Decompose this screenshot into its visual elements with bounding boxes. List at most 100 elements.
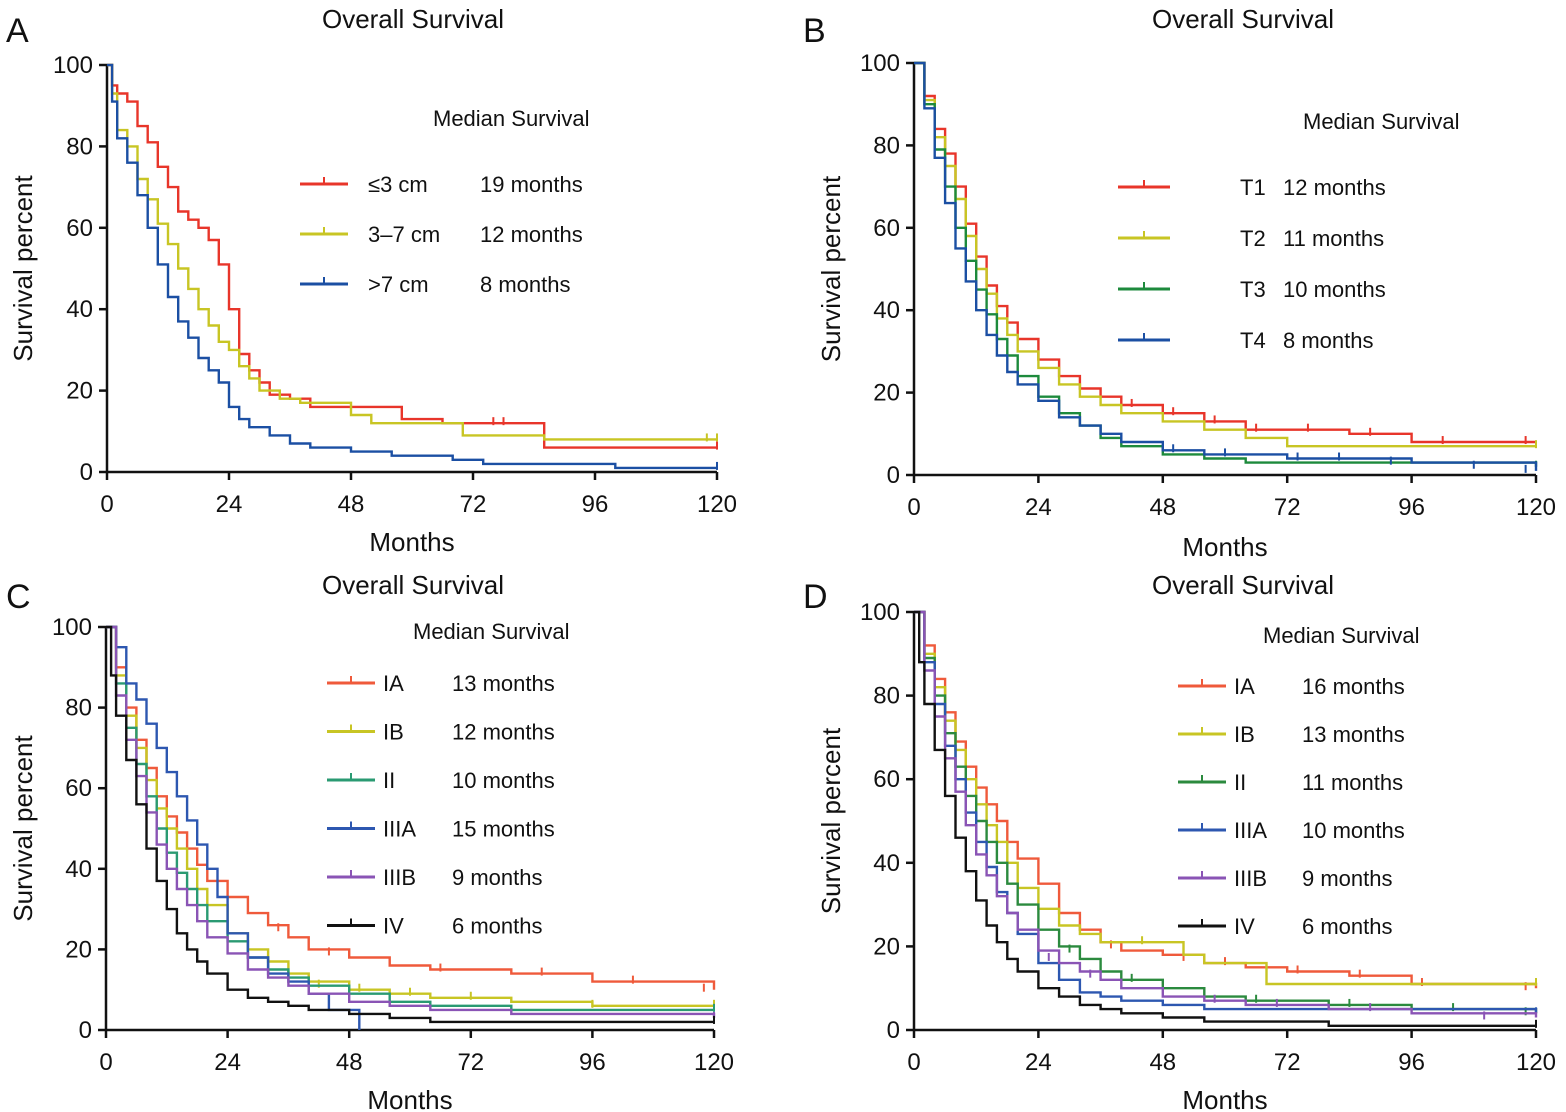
- legend-title: Median Survival: [413, 619, 570, 644]
- survival-curve-37cm: [107, 63, 717, 441]
- panel-letter: A: [6, 12, 29, 50]
- survival-curve-t3: [914, 61, 1538, 467]
- legend-series-name: IB: [1234, 722, 1255, 747]
- survival-curve-ib: [106, 625, 714, 1007]
- survival-curve-t4: [914, 61, 1538, 471]
- x-tick-label: 48: [1149, 494, 1176, 521]
- legend-item: T1 12 months: [1118, 175, 1386, 200]
- legend-item: IB 13 months: [1178, 722, 1405, 747]
- legend-series-name: IIIB: [1234, 866, 1267, 891]
- legend-item: ≤3 cm 19 months: [300, 172, 583, 197]
- x-tick-label: 96: [579, 1049, 606, 1076]
- legend-median: 13 months: [1302, 722, 1405, 747]
- legend: Median Survival ≤3 cm 19 months 3–7 cm 12 mo…: [300, 106, 590, 297]
- y-tick-label: 20: [66, 378, 93, 405]
- x-tick-label: 96: [582, 491, 609, 518]
- x-tick-label: 0: [907, 1049, 920, 1076]
- legend-series-name: T4: [1240, 328, 1266, 353]
- legend-series-name: IA: [1234, 674, 1255, 699]
- legend-title: Median Survival: [1263, 623, 1420, 648]
- y-tick-label: 100: [860, 50, 900, 77]
- panel-b: B Overall Survival 0 20 40 60 80 100 0 24 48 72 96 12…: [803, 4, 1556, 562]
- y-tick-label: 100: [52, 614, 92, 641]
- legend-median: 11 months: [1283, 226, 1384, 251]
- legend-series-name: II: [383, 768, 395, 793]
- survival-curve-7cm: [107, 63, 717, 470]
- legend-item: IIIA 10 months: [1178, 818, 1405, 843]
- legend: Median Survival IA 13 months IB 12 months II 1…: [327, 619, 570, 939]
- x-tick-label: 24: [1025, 494, 1052, 521]
- legend-item: IIIB 9 months: [327, 865, 543, 890]
- y-tick-label: 20: [873, 380, 900, 407]
- x-axis-label: Months: [367, 1085, 452, 1112]
- y-tick-label: 40: [873, 850, 900, 877]
- survival-curve-ia: [106, 625, 716, 990]
- x-axis-label: Months: [1182, 532, 1267, 562]
- legend-item: T2 11 months: [1118, 226, 1384, 251]
- legend-median: 15 months: [452, 817, 555, 842]
- x-axis-label: Months: [369, 527, 454, 557]
- legend-series-name: IIIB: [383, 865, 416, 890]
- x-tick-label: 96: [1398, 494, 1425, 521]
- y-tick-label: 40: [65, 856, 92, 883]
- legend-item: II 10 months: [327, 768, 555, 793]
- x-tick-label: 0: [100, 491, 113, 518]
- x-tick-label: 96: [1398, 1049, 1425, 1076]
- legend-median: 13 months: [452, 671, 555, 696]
- survival-curve-ib: [914, 610, 1536, 986]
- chart-title: Overall Survival: [322, 570, 504, 600]
- y-tick-label: 60: [66, 215, 93, 242]
- y-tick-label: 60: [65, 775, 92, 802]
- y-axis-label: Survival percent: [816, 727, 846, 914]
- legend-median: 12 months: [1283, 175, 1386, 200]
- legend: Median Survival T1 12 months T2 11 months T3 1…: [1118, 109, 1460, 353]
- legend-item: 3–7 cm 12 months: [300, 222, 583, 247]
- legend: Median Survival IA 16 months IB 13 months II 1…: [1178, 623, 1420, 939]
- legend-series-name: IIIA: [383, 817, 416, 842]
- survival-curve-3cm: [107, 63, 717, 449]
- legend-median: 6 months: [1302, 914, 1393, 939]
- survival-curve-t2: [914, 61, 1536, 448]
- y-axis-label: Survival percent: [816, 175, 846, 362]
- legend-item: IIIA 15 months: [327, 817, 555, 842]
- legend-median: 19 months: [480, 172, 583, 197]
- legend-title: Median Survival: [1303, 109, 1460, 134]
- legend-series-name: >7 cm: [368, 272, 429, 297]
- legend-item: >7 cm 8 months: [300, 272, 571, 297]
- legend-median: 10 months: [1283, 277, 1386, 302]
- legend-series-name: 3–7 cm: [368, 222, 440, 247]
- panel-d: D Overall Survival 0 20 40 60 80 100 0 24 48 72 96 12…: [803, 570, 1556, 1112]
- x-tick-label: 120: [694, 1049, 734, 1076]
- x-tick-label: 120: [1516, 494, 1556, 521]
- legend-median: 6 months: [452, 914, 543, 939]
- legend-item: II 11 months: [1178, 770, 1403, 795]
- legend-series-name: T1: [1240, 175, 1266, 200]
- y-tick-label: 60: [873, 766, 900, 793]
- legend-series-name: IB: [383, 720, 404, 745]
- legend-series-name: IA: [383, 671, 404, 696]
- legend-item: T3 10 months: [1118, 277, 1386, 302]
- y-axis-label: Survival percent: [8, 735, 38, 922]
- panel-letter: C: [6, 578, 31, 616]
- survival-curve-iv: [106, 625, 714, 1024]
- y-tick-label: 100: [860, 599, 900, 626]
- chart-title: Overall Survival: [1152, 570, 1334, 600]
- survival-curve-iiia: [106, 625, 361, 1030]
- legend-median: 9 months: [452, 865, 543, 890]
- y-tick-label: 80: [65, 695, 92, 722]
- legend-series-name: T2: [1240, 226, 1266, 251]
- panel-letter: B: [803, 12, 826, 50]
- legend-item: IA 16 months: [1178, 674, 1405, 699]
- x-tick-label: 120: [1516, 1049, 1556, 1076]
- survival-curve-ii: [914, 610, 1538, 1014]
- y-tick-label: 80: [873, 132, 900, 159]
- legend-median: 9 months: [1302, 866, 1393, 891]
- legend-median: 12 months: [480, 222, 583, 247]
- x-tick-label: 0: [99, 1049, 112, 1076]
- legend-item: T4 8 months: [1118, 328, 1374, 353]
- survival-curve-iiib: [106, 625, 716, 1018]
- legend-item: IB 12 months: [327, 720, 555, 745]
- y-tick-label: 0: [80, 459, 93, 486]
- x-tick-label: 72: [460, 491, 487, 518]
